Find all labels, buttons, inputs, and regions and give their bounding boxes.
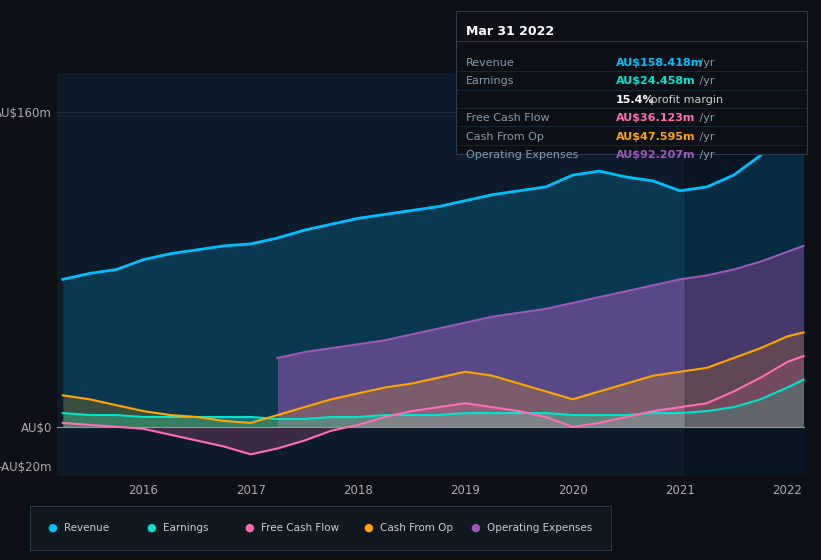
Text: Revenue: Revenue: [466, 58, 515, 68]
Text: Operating Expenses: Operating Expenses: [466, 150, 579, 160]
Text: Earnings: Earnings: [466, 76, 515, 86]
Text: ●: ●: [470, 523, 480, 533]
Text: Earnings: Earnings: [163, 523, 208, 533]
Text: AU$36.123m: AU$36.123m: [616, 113, 695, 123]
Text: Mar 31 2022: Mar 31 2022: [466, 25, 554, 38]
Text: /yr: /yr: [696, 58, 715, 68]
Text: /yr: /yr: [696, 113, 715, 123]
Text: /yr: /yr: [696, 76, 715, 86]
Text: /yr: /yr: [696, 150, 715, 160]
Text: ●: ●: [48, 523, 57, 533]
Text: AU$24.458m: AU$24.458m: [616, 76, 695, 86]
Text: Operating Expenses: Operating Expenses: [487, 523, 592, 533]
Text: ●: ●: [364, 523, 374, 533]
Text: ●: ●: [146, 523, 156, 533]
Text: profit margin: profit margin: [647, 95, 723, 105]
Text: Cash From Op: Cash From Op: [380, 523, 453, 533]
Text: AU$92.207m: AU$92.207m: [616, 150, 695, 160]
Text: AU$158.418m: AU$158.418m: [616, 58, 703, 68]
Text: Revenue: Revenue: [64, 523, 109, 533]
Text: ●: ●: [245, 523, 255, 533]
Bar: [686, 73, 809, 476]
Text: /yr: /yr: [696, 132, 715, 142]
Text: Cash From Op: Cash From Op: [466, 132, 544, 142]
Text: AU$47.595m: AU$47.595m: [616, 132, 695, 142]
Text: Free Cash Flow: Free Cash Flow: [466, 113, 550, 123]
Text: Free Cash Flow: Free Cash Flow: [261, 523, 339, 533]
Text: 15.4%: 15.4%: [616, 95, 654, 105]
